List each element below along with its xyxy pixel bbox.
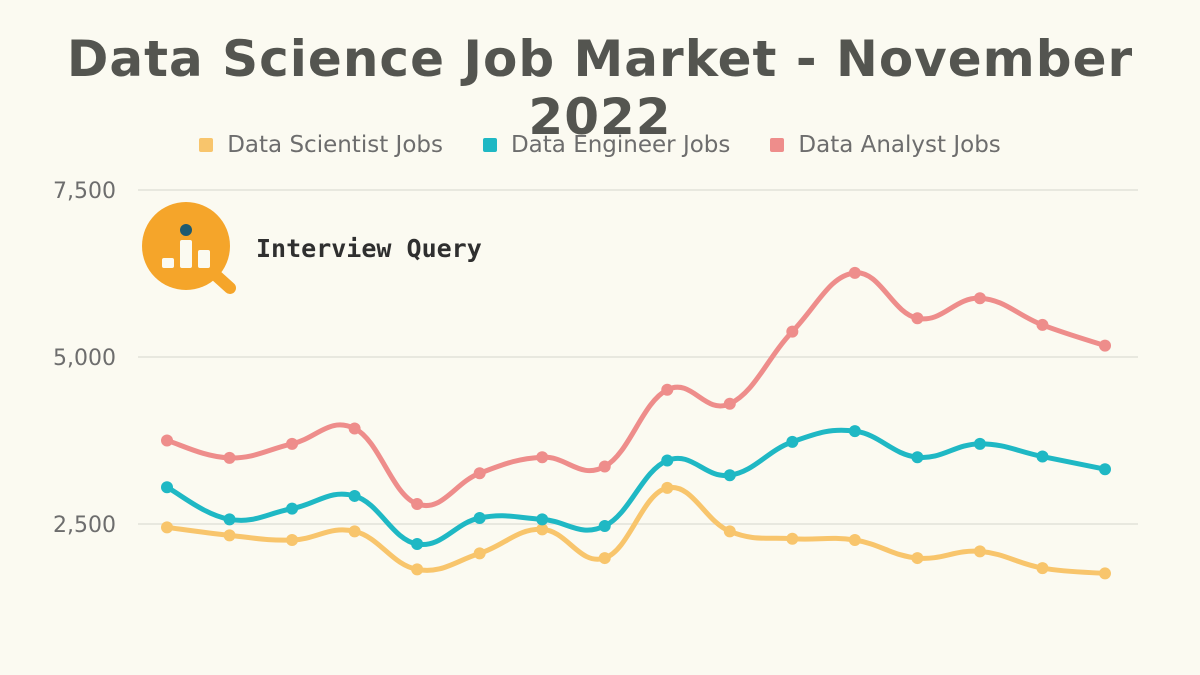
data-point [786, 532, 799, 545]
data-point [473, 467, 486, 480]
series-line [164, 427, 1108, 547]
data-point [911, 312, 924, 325]
data-point [286, 534, 299, 547]
magnifier-bar-chart-icon [142, 202, 236, 294]
data-point [598, 520, 611, 533]
legend-label: Data Engineer Jobs [510, 132, 731, 158]
data-point [1036, 450, 1049, 463]
data-point [1036, 562, 1049, 575]
data-point [973, 545, 986, 558]
series-line [164, 485, 1108, 576]
series-points [161, 266, 1111, 580]
gridlines [138, 189, 1138, 525]
data-point [348, 489, 361, 502]
data-point [1099, 567, 1111, 580]
data-point [1099, 339, 1111, 352]
y-tick-label: 2,500 [53, 513, 116, 538]
legend-swatch [770, 138, 785, 152]
data-point [786, 325, 799, 338]
data-point [411, 563, 424, 576]
data-point [723, 525, 736, 538]
y-tick-label: 5,000 [53, 346, 116, 371]
legend-swatch [482, 138, 497, 152]
legend-swatch [199, 138, 214, 152]
data-point [1036, 318, 1049, 331]
data-point [661, 454, 674, 467]
data-point [723, 397, 736, 410]
legend-label: Data Analyst Jobs [798, 132, 1001, 158]
data-point [536, 513, 549, 526]
data-point [973, 292, 986, 305]
data-point [411, 538, 424, 551]
data-point [1099, 463, 1111, 476]
data-point [973, 437, 986, 450]
data-point [223, 451, 236, 464]
data-point [536, 451, 549, 464]
data-point [348, 422, 361, 435]
data-point [911, 552, 924, 565]
data-point [473, 547, 486, 560]
data-point [598, 460, 611, 473]
data-point [536, 523, 549, 536]
chart-title: Data Science Job Market - November 2022 [66, 30, 1134, 146]
data-point [848, 534, 861, 547]
y-axis-ticks: 2,500 5,000 7,500 [53, 179, 116, 538]
legend: Data Scientist Jobs Data Engineer Jobs Dat… [0, 132, 1200, 158]
data-point [473, 511, 486, 524]
data-point [661, 383, 674, 396]
brand-name: Interview Query [256, 234, 482, 263]
data-point [223, 529, 236, 542]
series-lines [164, 270, 1108, 576]
data-point [161, 481, 173, 494]
data-point [848, 266, 861, 279]
legend-item: Data Engineer Jobs [482, 132, 731, 158]
data-point [161, 434, 173, 447]
data-point [223, 513, 236, 526]
data-point [661, 481, 674, 494]
data-point [286, 437, 299, 450]
legend-item: Data Scientist Jobs [199, 132, 443, 158]
legend-item: Data Analyst Jobs [770, 132, 1001, 158]
data-point [786, 435, 799, 448]
data-point [286, 502, 299, 515]
data-point [723, 469, 736, 482]
data-point [598, 552, 611, 565]
data-point [848, 425, 861, 438]
data-point [411, 497, 424, 510]
y-tick-label: 7,500 [53, 179, 116, 204]
data-point [348, 525, 361, 538]
data-point [161, 521, 173, 534]
data-point [911, 451, 924, 464]
series-line [164, 270, 1108, 509]
legend-label: Data Scientist Jobs [227, 132, 443, 158]
